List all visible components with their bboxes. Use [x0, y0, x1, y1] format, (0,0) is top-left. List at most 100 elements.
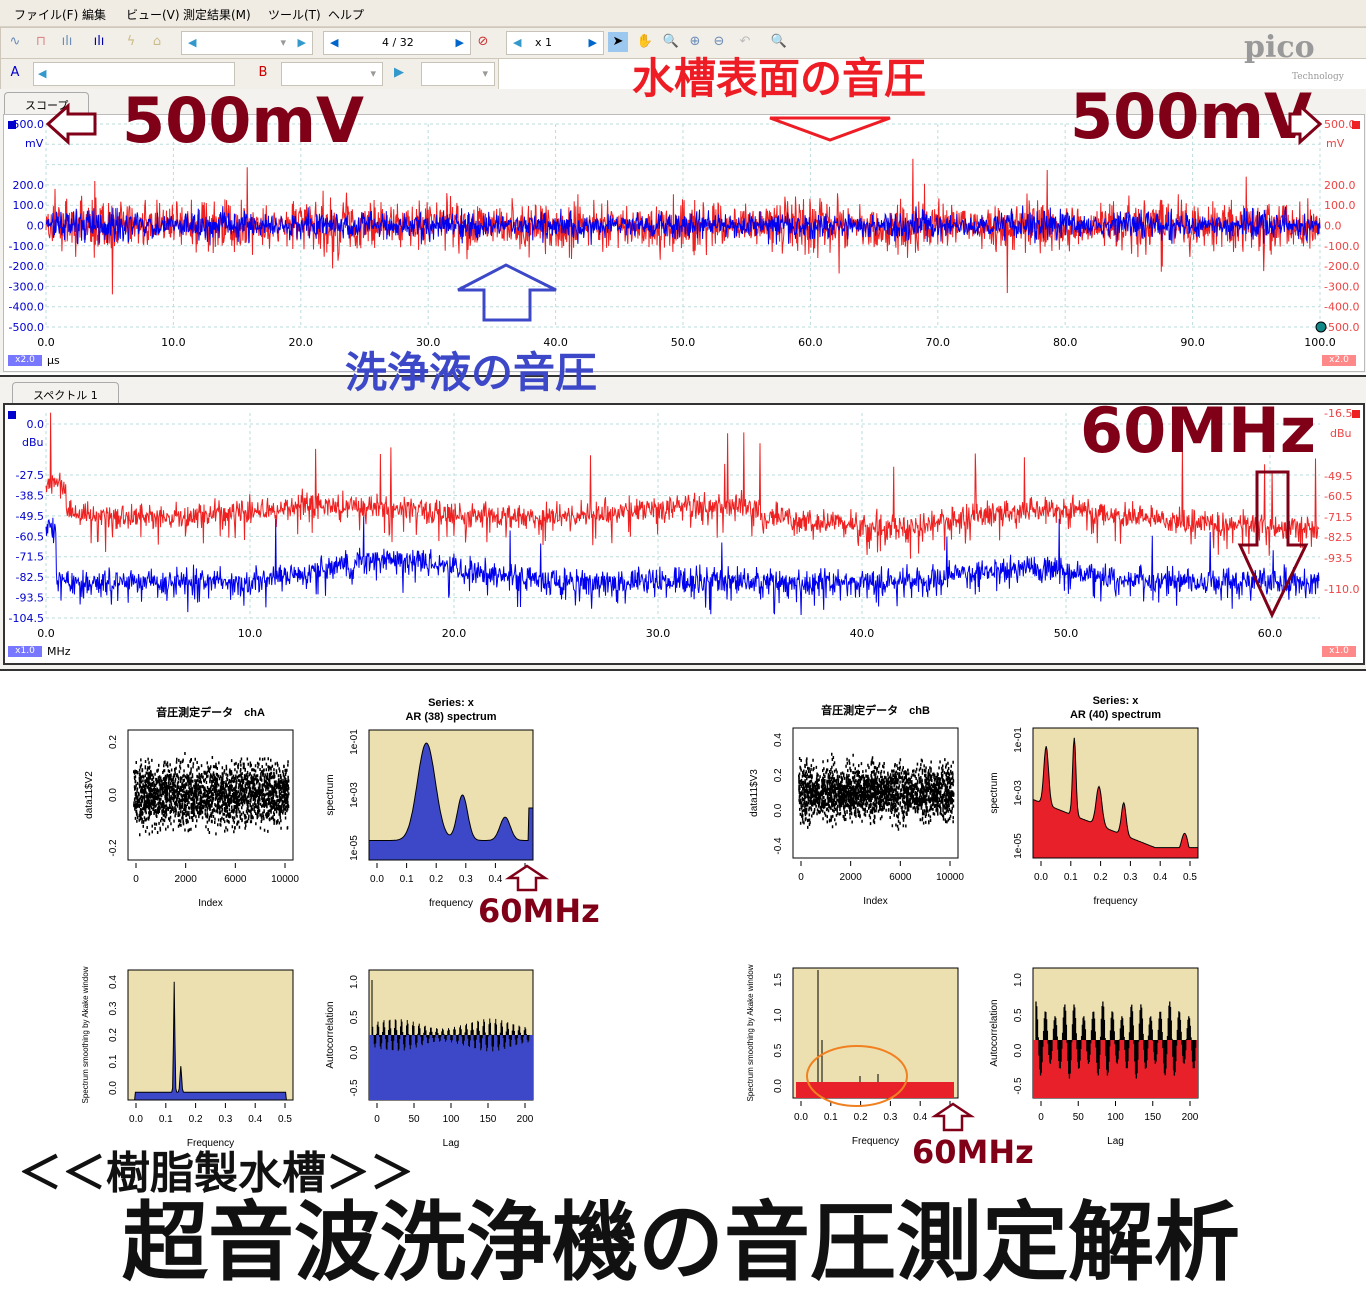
- plot-xtick: 50: [1073, 1112, 1085, 1123]
- channel-a-trace: [45, 205, 1321, 246]
- zoom-out-icon[interactable]: ⊖: [713, 34, 725, 49]
- plot-ytick: 0.5: [773, 1043, 784, 1057]
- channel-a-marker: [8, 121, 16, 129]
- plot-ytick: 0.4: [773, 733, 784, 747]
- chevron-down-icon[interactable]: ▾: [370, 67, 376, 80]
- plot-xtick: 100: [443, 1114, 460, 1125]
- ar-spectrum-area-a: [368, 742, 534, 861]
- plot-ytick: 0.4: [108, 975, 119, 989]
- plot-ytick: 0.2: [773, 768, 784, 782]
- zoom-overview-icon[interactable]: 🔍: [770, 34, 788, 49]
- spectrum-ytick-right: -71.5: [1324, 511, 1352, 524]
- up-arrow-chb-icon: [930, 1102, 976, 1132]
- plot-xtick: 6000: [224, 874, 247, 885]
- plot-xtick: 0.4: [248, 1114, 262, 1125]
- channel-b-trace: [45, 158, 1321, 295]
- trigger-icon[interactable]: ϟ: [126, 34, 136, 49]
- plot-ytick: 0.3: [108, 1001, 119, 1015]
- plot-ytick: 1e-03: [349, 782, 360, 808]
- channel-b-coupling[interactable]: ▾: [421, 62, 495, 86]
- zoom-next-icon[interactable]: ▶: [588, 36, 597, 49]
- up-arrow-icon: [457, 263, 557, 322]
- undo-zoom-icon[interactable]: ↶: [739, 34, 751, 49]
- pointer-icon[interactable]: ➤: [608, 32, 628, 52]
- compass-icon[interactable]: ⊘: [477, 34, 489, 49]
- plot-xtick: 0.3: [459, 874, 473, 885]
- plot-xtick: 0.0: [129, 1114, 143, 1125]
- plot-xlabel: Lag: [1107, 1136, 1124, 1147]
- scope-xscale-left[interactable]: x2.0: [8, 355, 42, 366]
- zoom-region-icon[interactable]: 🔍: [662, 34, 680, 49]
- plot-xtick: 10000: [271, 874, 299, 885]
- menu-measure[interactable]: 測定結果(M): [183, 8, 251, 22]
- plot-xlabel: frequency: [1094, 896, 1138, 907]
- plot-xtick: 2000: [840, 872, 863, 883]
- zoom-select[interactable]: ◀ x 1 ▶: [506, 31, 604, 55]
- zoom-prev-icon[interactable]: ◀: [513, 36, 522, 49]
- timebase-select[interactable]: ◀ ▾ ▶: [181, 31, 313, 55]
- spectrum-view-icon[interactable]: ılı: [93, 34, 105, 49]
- channel-b-next[interactable]: ▶: [394, 65, 404, 80]
- plot-xtick: 0.1: [159, 1114, 173, 1125]
- scope-ytick-right: -400.0: [1324, 301, 1359, 314]
- zoom-value: x 1: [535, 36, 553, 49]
- menu-tools[interactable]: ツール(T): [268, 8, 321, 22]
- right-arrow-icon: [1288, 102, 1323, 146]
- chevron-left-icon[interactable]: ◀: [188, 36, 197, 49]
- next-page-icon[interactable]: ▶: [455, 36, 464, 49]
- page-navigator[interactable]: ◀ 4 / 32 ▶: [323, 31, 471, 55]
- zoom-in-icon[interactable]: ⊕: [689, 34, 701, 49]
- channel-a-button[interactable]: A: [10, 65, 20, 80]
- scope-ytick-left: -100.0: [9, 240, 44, 253]
- menu-file[interactable]: ファイル(F): [14, 8, 79, 22]
- scope-mode-icon[interactable]: ∿: [9, 34, 21, 49]
- plot-xtick: 150: [1144, 1112, 1161, 1123]
- plot-xtick: 0.2: [1094, 872, 1108, 883]
- home-icon[interactable]: ⌂: [152, 34, 162, 49]
- spectrum-ytick-right: -82.5: [1324, 531, 1352, 544]
- spectrum-ytick-left: -49.5: [16, 510, 44, 523]
- plot-xtick: 0.4: [1153, 872, 1167, 883]
- channel-a-range[interactable]: ◀: [33, 62, 235, 86]
- scope-unit-left: mV: [25, 137, 44, 150]
- chevron-down-icon[interactable]: ▾: [482, 67, 488, 80]
- menu-view[interactable]: ビュー(V): [126, 8, 180, 22]
- prev-page-icon[interactable]: ◀: [330, 36, 339, 49]
- scope-ytick-right: 200.0: [1324, 179, 1356, 192]
- channel-b-spectrum: [45, 412, 1320, 559]
- menu-edit[interactable]: 編集: [82, 8, 107, 22]
- plot-xtick: 200: [1182, 1112, 1199, 1123]
- plot-ylabel: Spectrum smoothing by Akake window: [81, 966, 90, 1103]
- plot-ylabel: spectrum: [989, 772, 1000, 813]
- plot-ytick: 1e-03: [1013, 780, 1024, 806]
- plot-xtick: 0.3: [883, 1112, 897, 1123]
- plot-ylabel: Autocorrelation: [989, 999, 1000, 1066]
- annotation-liquid-pressure: 洗浄液の音圧: [345, 348, 598, 397]
- scope-ytick-right: -500.0: [1324, 321, 1359, 334]
- spectrum-xscale-right[interactable]: x1.0: [1322, 646, 1356, 657]
- spectrum-xscale-left[interactable]: x1.0: [8, 646, 42, 657]
- hand-icon[interactable]: ✋: [636, 34, 654, 49]
- plot-xtick: 100: [1107, 1112, 1124, 1123]
- persistence-mode-icon[interactable]: ⊓: [35, 34, 47, 49]
- spectrum-xtick: 0.0: [37, 627, 55, 640]
- smoothing-peaks-b: [817, 970, 879, 1082]
- plot-xtick: 0: [1038, 1112, 1044, 1123]
- channel-b-button[interactable]: B: [258, 65, 268, 80]
- plot-ytick: 0.5: [1013, 1008, 1024, 1022]
- spectrum-ytick-left: -38.5: [16, 489, 44, 502]
- plot-xtick: 6000: [889, 872, 912, 883]
- plot-xtick: 0.1: [400, 874, 414, 885]
- plot-title: AR (40) spectrum: [1070, 709, 1161, 721]
- scope-unit-right: mV: [1326, 137, 1345, 150]
- plot-ytick: 1.5: [773, 973, 784, 987]
- chevron-down-icon[interactable]: ▾: [280, 36, 286, 49]
- scope-xtick: 100.0: [1304, 336, 1336, 349]
- spectrum-mode-icon[interactable]: ılı: [61, 34, 73, 49]
- channel-b-range[interactable]: ▾: [281, 62, 383, 86]
- chevron-left-icon[interactable]: ◀: [38, 67, 47, 80]
- scope-xscale-right[interactable]: x2.0: [1322, 355, 1356, 366]
- menu-help[interactable]: ヘルプ: [328, 8, 365, 22]
- tab-spectrum[interactable]: スペクトル 1: [12, 382, 119, 407]
- chevron-right-icon[interactable]: ▶: [297, 36, 306, 49]
